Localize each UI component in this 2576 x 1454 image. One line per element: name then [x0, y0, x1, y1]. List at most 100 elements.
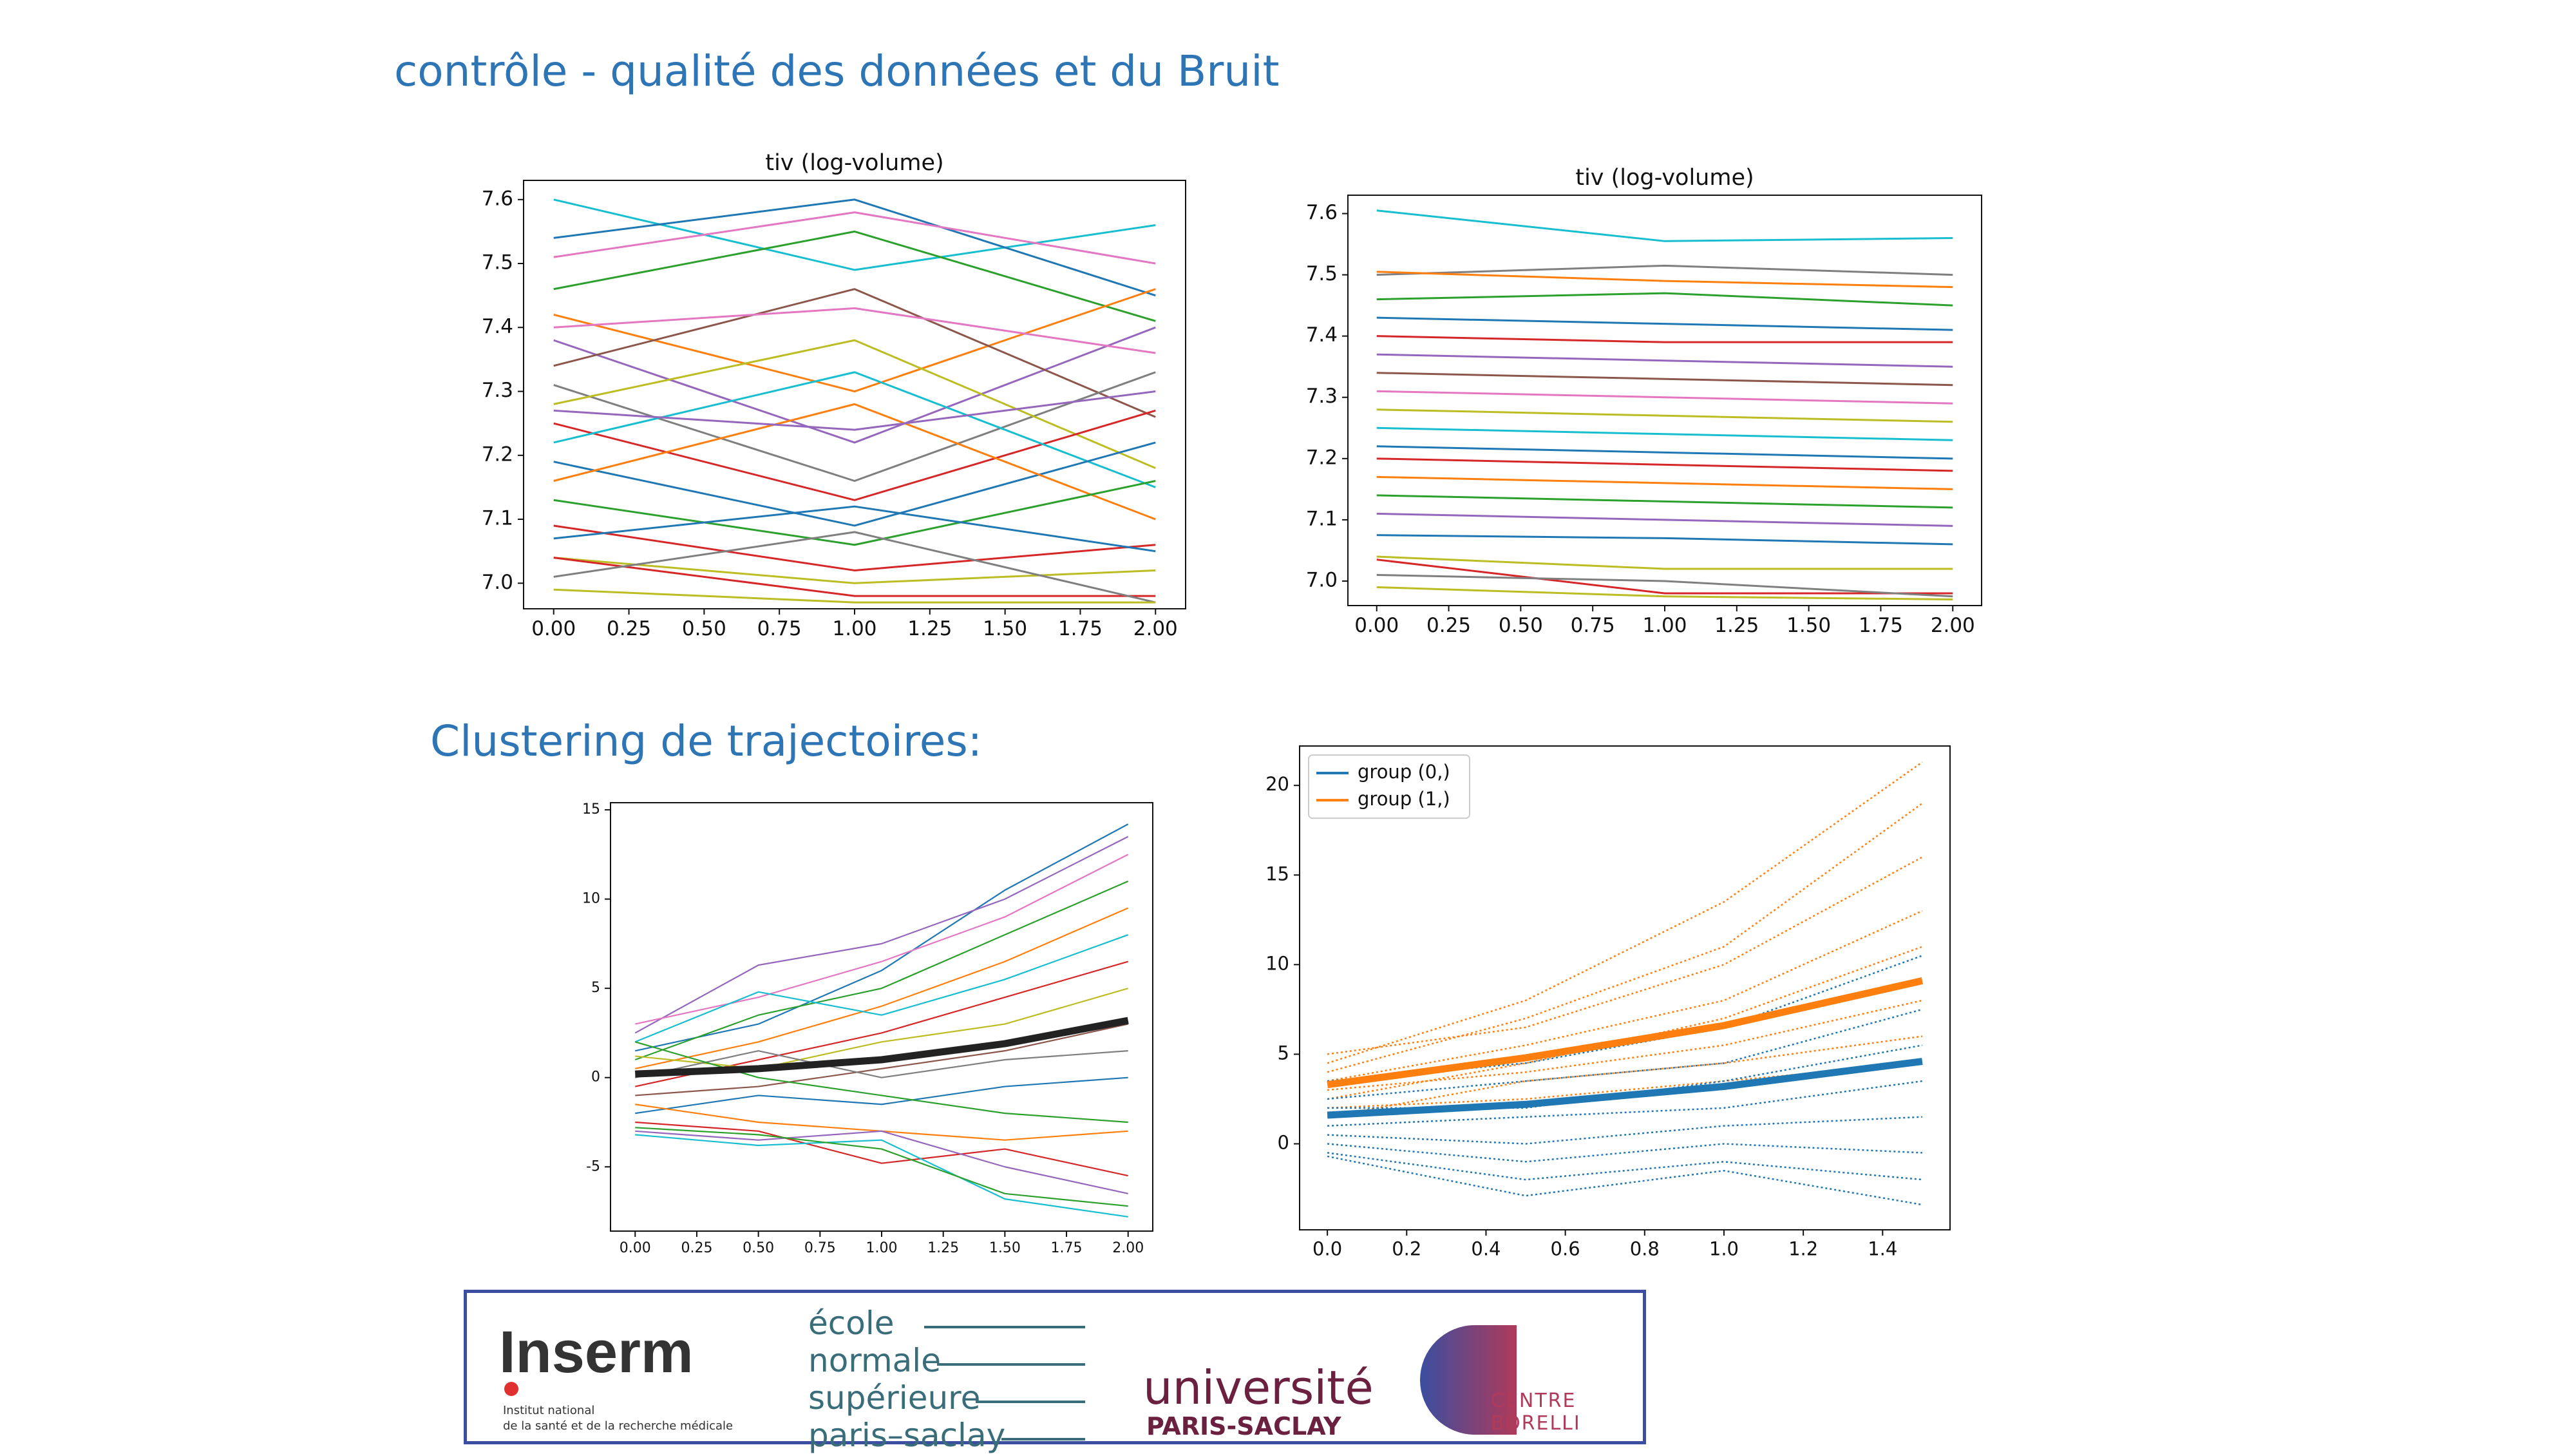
series-line [1376, 390, 1953, 405]
series-line [1327, 977, 1924, 1089]
y-tick-label: 7.4 [1306, 323, 1338, 347]
ens-rule [924, 1326, 1085, 1328]
plot-area [1299, 745, 1951, 1230]
x-tick-label: 1.75 [1058, 617, 1103, 640]
x-tick-label: 1.25 [927, 1240, 959, 1256]
series-line [1376, 335, 1953, 343]
borelli-text: BORELLI [1491, 1412, 1581, 1435]
series-line [553, 403, 1156, 521]
x-tick-label: 2.00 [1133, 617, 1178, 640]
x-tick-label: 1.4 [1868, 1238, 1897, 1259]
y-tick-label: 15 [1265, 863, 1289, 885]
ens-rule [1001, 1438, 1085, 1440]
series-line [1376, 512, 1953, 527]
plot-area [1347, 195, 1982, 606]
series-line [553, 531, 1156, 604]
x-tick-label: 2.00 [1931, 614, 1975, 637]
series-line [553, 441, 1156, 527]
series-line [635, 1017, 1129, 1078]
x-tick-label: 1.50 [983, 617, 1027, 640]
series-line [1327, 1116, 1922, 1145]
plot-area [610, 802, 1153, 1232]
series-line [1376, 264, 1953, 276]
x-tick-label: 0.25 [681, 1240, 712, 1256]
x-tick-label: 1.00 [1642, 614, 1687, 637]
y-tick-label: 5 [591, 980, 600, 996]
series-line [1376, 209, 1953, 242]
x-tick-label: 1.75 [1859, 614, 1903, 637]
series-line [1376, 586, 1953, 600]
series-line [1327, 761, 1923, 1064]
series-line [1376, 494, 1953, 509]
series-line [553, 339, 1156, 470]
x-tick-label: 0.00 [620, 1240, 651, 1256]
series-line [1327, 999, 1923, 1091]
series-line [1376, 457, 1953, 472]
y-tick-label: 7.6 [482, 187, 513, 210]
series-line [553, 557, 1156, 584]
series-line [553, 326, 1156, 444]
x-tick-label: 0.75 [1571, 614, 1615, 637]
x-tick-label: 0.25 [1426, 614, 1471, 637]
x-tick-label: 0.0 [1312, 1238, 1342, 1259]
y-tick-label: 10 [582, 891, 600, 907]
inserm-logo: Inserm [499, 1319, 694, 1385]
series-line [635, 1050, 1128, 1078]
series-line [1376, 372, 1953, 387]
x-tick-label: 0.50 [1499, 614, 1543, 637]
series-line [553, 557, 1156, 597]
series-line [1376, 445, 1953, 460]
series-line [553, 198, 1156, 271]
x-tick-label: 0.2 [1392, 1238, 1421, 1259]
ups-logo: université [1143, 1361, 1374, 1415]
series-line [553, 288, 1156, 418]
ups-logo-sub: PARIS-SACLAY [1146, 1412, 1341, 1440]
series-line [1376, 408, 1953, 423]
x-tick-label: 1.00 [832, 617, 876, 640]
series-line [1376, 271, 1953, 289]
y-tick-label: 7.1 [1306, 507, 1338, 530]
series-line [635, 1121, 1128, 1177]
series-line [634, 934, 1129, 1043]
x-tick-label: 0.50 [682, 617, 726, 640]
series-line [1327, 1035, 1923, 1118]
y-tick-label: 5 [1278, 1042, 1289, 1064]
series-line [553, 524, 1156, 571]
series-line [1327, 910, 1923, 1082]
series-line [1327, 1080, 1923, 1127]
ens-rule [976, 1401, 1085, 1403]
x-tick-label: 0.75 [757, 617, 802, 640]
inserm-dot [504, 1382, 518, 1396]
series-line [635, 823, 1129, 1052]
inserm-sub: de la santé et de la recherche médicale [503, 1419, 734, 1433]
series-line [553, 409, 1156, 501]
y-tick-label: 10 [1265, 952, 1289, 974]
x-tick-label: 1.0 [1709, 1238, 1739, 1259]
series-line [553, 390, 1156, 431]
ens-word: supérieure [808, 1379, 981, 1417]
series-line [553, 480, 1156, 546]
x-tick-label: 1.25 [1714, 614, 1759, 637]
series-line [1327, 1008, 1923, 1100]
x-tick-label: 2.00 [1112, 1240, 1144, 1256]
x-tick-label: 0.8 [1630, 1238, 1660, 1259]
series-line [634, 880, 1129, 1061]
x-tick-label: 1.75 [1051, 1240, 1083, 1256]
legend-label: group (1,) [1358, 788, 1450, 810]
series-line [1327, 1058, 1923, 1119]
borelli-shape [1420, 1325, 1517, 1435]
series-line [1376, 534, 1953, 546]
x-tick-label: 1.50 [989, 1240, 1021, 1256]
legend-label: group (0,) [1358, 761, 1450, 783]
x-tick-label: 0.00 [531, 617, 576, 640]
inserm-sub: Institut national [503, 1404, 595, 1417]
ens-word: paris–saclay [808, 1417, 1006, 1454]
y-tick-label: 7.2 [482, 443, 513, 466]
series-line [635, 1127, 1128, 1207]
series-line [1327, 1155, 1923, 1206]
ens-word: normale [808, 1342, 941, 1379]
x-tick-label: 0.4 [1471, 1238, 1501, 1259]
x-tick-label: 1.00 [866, 1240, 898, 1256]
y-tick-label: -5 [586, 1158, 600, 1174]
